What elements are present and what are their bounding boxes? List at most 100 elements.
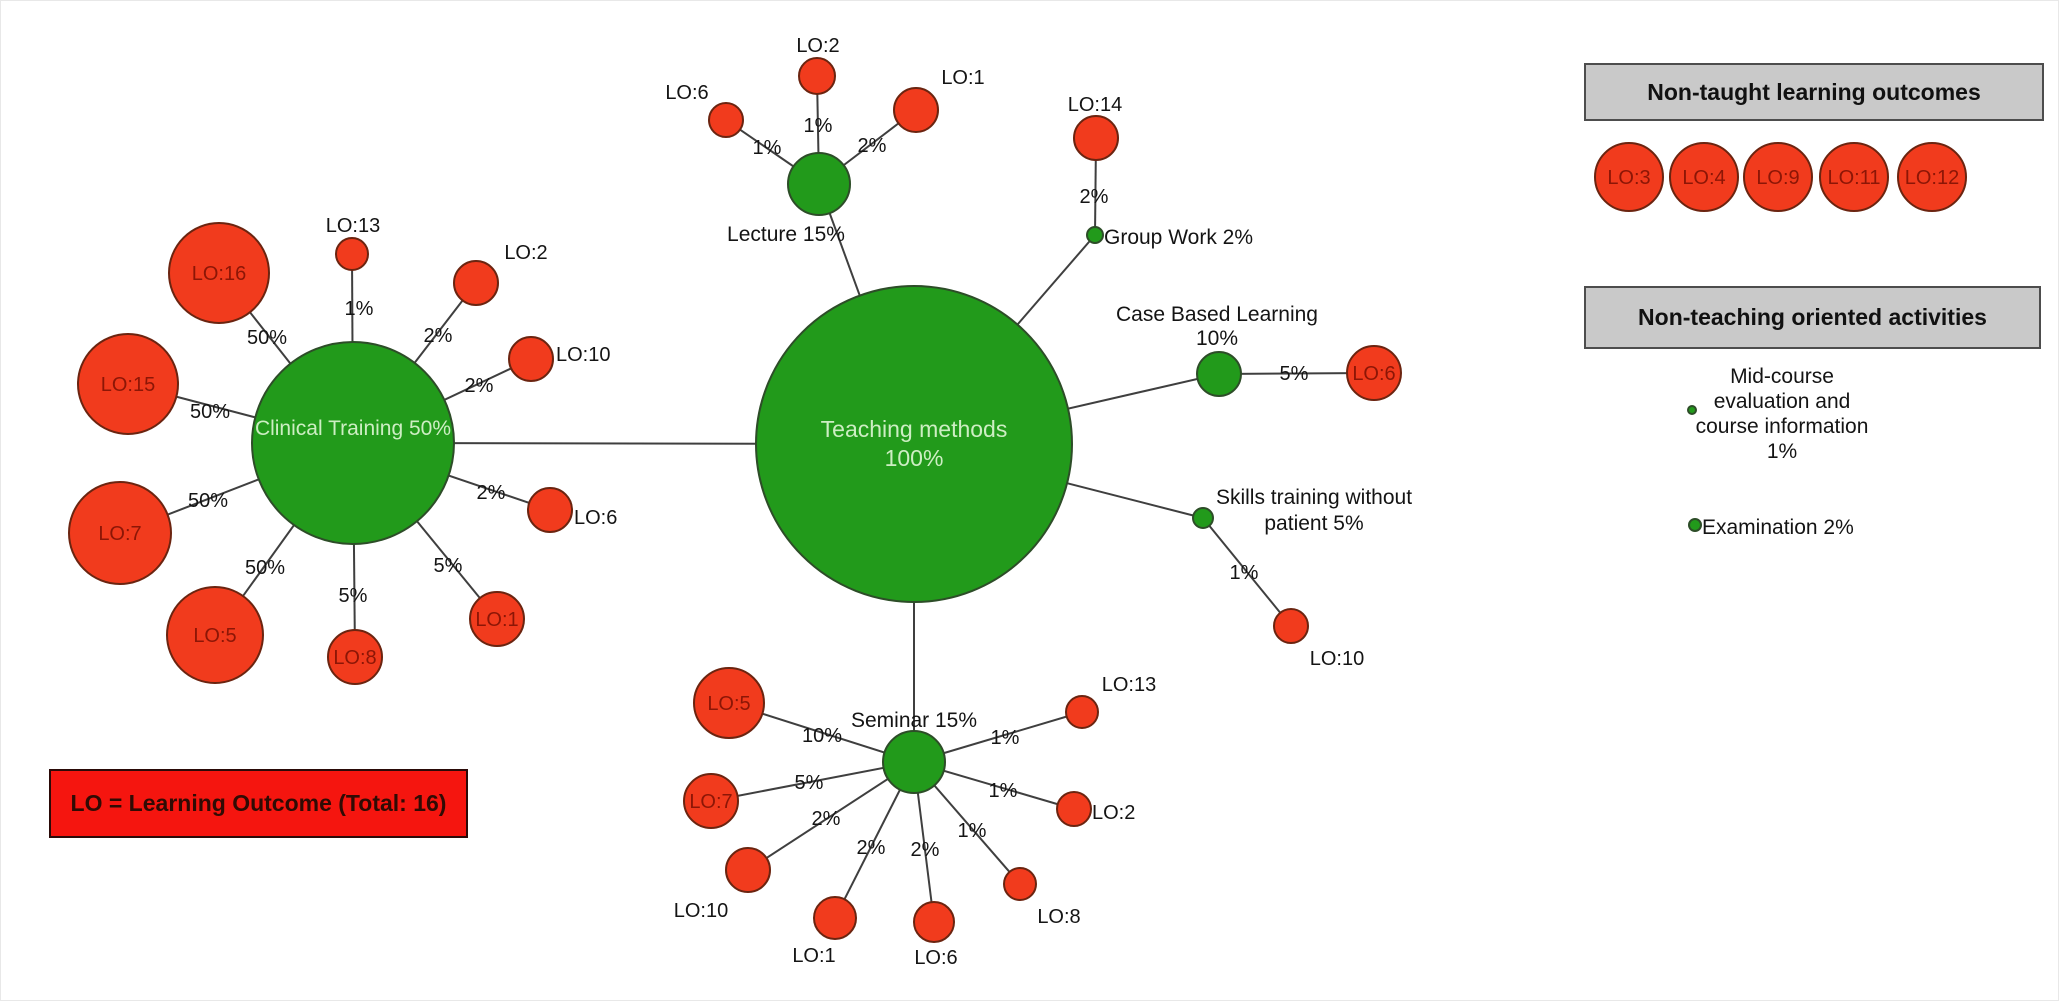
edge-skills-s10 xyxy=(1202,517,1292,627)
label-s10: LO:10 xyxy=(1310,648,1364,670)
node-n11-outcome-circle xyxy=(1819,142,1889,212)
label-l6: LO:6 xyxy=(665,82,708,104)
pct-label-lecture-l6: 1% xyxy=(753,137,782,159)
node-clinical-method-circle xyxy=(251,341,455,545)
pct-label-seminar-se1: 2% xyxy=(857,837,886,859)
label-l1: LO:1 xyxy=(941,67,984,89)
node-g14-outcome-circle xyxy=(1073,115,1119,161)
edge-seminar-se10 xyxy=(747,761,915,871)
label-exam: Examination 2% xyxy=(1702,516,1854,539)
node-n12-outcome-circle xyxy=(1897,142,1967,212)
label-midcourse-line3: course information xyxy=(1696,415,1869,438)
node-c6-outcome-circle xyxy=(527,487,573,533)
pct-label-skills-s10: 1% xyxy=(1230,562,1259,584)
label-group: Group Work 2% xyxy=(1104,226,1253,249)
node-l6-outcome-circle xyxy=(708,102,744,138)
node-cbl-method-circle xyxy=(1196,351,1242,397)
label-se7: LO:7 xyxy=(689,791,732,813)
node-midcourse-method-circle xyxy=(1687,405,1697,415)
node-l1-outcome-circle xyxy=(893,87,939,133)
label-c13: LO:13 xyxy=(326,215,380,237)
label-g14: LO:14 xyxy=(1068,94,1122,116)
node-c16-outcome-circle xyxy=(168,222,270,324)
pct-label-lecture-l1: 2% xyxy=(858,135,887,157)
label-n9: LO:9 xyxy=(1756,167,1799,189)
label-cbl-line1: Case Based Learning xyxy=(1116,303,1318,326)
label-c7: LO:7 xyxy=(98,523,141,545)
node-se8-outcome-circle xyxy=(1003,867,1037,901)
pct-label-seminar-se13: 1% xyxy=(991,727,1020,749)
node-se10-outcome-circle xyxy=(725,847,771,893)
label-se8: LO:8 xyxy=(1037,906,1080,928)
node-se5-outcome-circle xyxy=(693,667,765,739)
label-se2: LO:2 xyxy=(1092,802,1135,824)
pct-label-clinical-c13: 1% xyxy=(345,298,374,320)
node-n9-outcome-circle xyxy=(1743,142,1813,212)
label-c5: LO:5 xyxy=(193,625,236,647)
pct-label-seminar-se6: 2% xyxy=(911,839,940,861)
label-se5: LO:5 xyxy=(707,693,750,715)
node-s10-outcome-circle xyxy=(1273,608,1309,644)
label-c6: LO:6 xyxy=(574,507,617,529)
label-c16: LO:16 xyxy=(192,263,246,285)
pct-label-clinical-c1: 5% xyxy=(434,555,463,577)
label-se13: LO:13 xyxy=(1102,674,1156,696)
node-c1-outcome-circle xyxy=(469,591,525,647)
label-midcourse-line1: Mid-course xyxy=(1730,365,1834,388)
node-n4-outcome-circle xyxy=(1669,142,1739,212)
label-cb6: LO:6 xyxy=(1352,363,1395,385)
node-group-method-circle xyxy=(1086,226,1104,244)
label-midcourse-line2: evaluation and xyxy=(1714,390,1851,413)
label-teaching-line2: 100% xyxy=(885,445,944,471)
pct-label-seminar-se2: 1% xyxy=(989,780,1018,802)
node-se1-outcome-circle xyxy=(813,896,857,940)
label-lecture: Lecture 15% xyxy=(727,223,845,246)
label-c15: LO:15 xyxy=(101,374,155,396)
label-c1: LO:1 xyxy=(475,609,518,631)
node-exam-method-circle xyxy=(1688,518,1702,532)
pct-label-clinical-c16: 50% xyxy=(247,327,287,349)
label-skills-line1: Skills training without xyxy=(1216,486,1412,509)
pct-label-seminar-se7: 5% xyxy=(795,772,824,794)
node-c5-outcome-circle xyxy=(166,586,264,684)
pct-label-clinical-c6: 2% xyxy=(477,482,506,504)
non-taught-outcomes-header: Non-taught learning outcomes xyxy=(1584,63,2044,121)
pct-label-seminar-se10: 2% xyxy=(812,808,841,830)
node-c8-outcome-circle xyxy=(327,629,383,685)
node-se7-outcome-circle xyxy=(683,773,739,829)
label-seminar: Seminar 15% xyxy=(851,709,977,732)
label-clinical: Clinical Training 50% xyxy=(255,417,451,440)
label-se6: LO:6 xyxy=(914,947,957,969)
pct-label-clinical-c7: 50% xyxy=(188,490,228,512)
label-n4: LO:4 xyxy=(1682,167,1725,189)
pct-label-cbl-cb6: 5% xyxy=(1280,363,1309,385)
node-cb6-outcome-circle xyxy=(1346,345,1402,401)
label-n12: LO:12 xyxy=(1905,167,1959,189)
label-teaching-line1: Teaching methods xyxy=(821,416,1008,442)
pct-label-clinical-c8: 5% xyxy=(339,585,368,607)
node-c7-outcome-circle xyxy=(68,481,172,585)
pct-label-clinical-c5: 50% xyxy=(245,557,285,579)
node-se2-outcome-circle xyxy=(1056,791,1092,827)
label-c8: LO:8 xyxy=(333,647,376,669)
node-c13-outcome-circle xyxy=(335,237,369,271)
node-l2-outcome-circle xyxy=(798,57,836,95)
node-skills-method-circle xyxy=(1192,507,1214,529)
label-n3: LO:3 xyxy=(1607,167,1650,189)
label-n11: LO:11 xyxy=(1828,167,1881,189)
pct-label-clinical-c10: 2% xyxy=(465,375,494,397)
node-n3-outcome-circle xyxy=(1594,142,1664,212)
node-se6-outcome-circle xyxy=(913,901,955,943)
label-cbl-line2: 10% xyxy=(1196,327,1238,350)
node-c10-outcome-circle xyxy=(508,336,554,382)
pct-label-clinical-c15: 50% xyxy=(190,401,230,423)
non-teaching-activities-header: Non-teaching oriented activities xyxy=(1584,286,2041,349)
label-se1: LO:1 xyxy=(792,945,835,967)
label-c2: LO:2 xyxy=(504,242,547,264)
node-c15-outcome-circle xyxy=(77,333,179,435)
node-se13-outcome-circle xyxy=(1065,695,1099,729)
label-se10: LO:10 xyxy=(674,900,728,922)
label-midcourse-line4: 1% xyxy=(1767,440,1797,463)
pct-label-group-g14: 2% xyxy=(1080,186,1109,208)
